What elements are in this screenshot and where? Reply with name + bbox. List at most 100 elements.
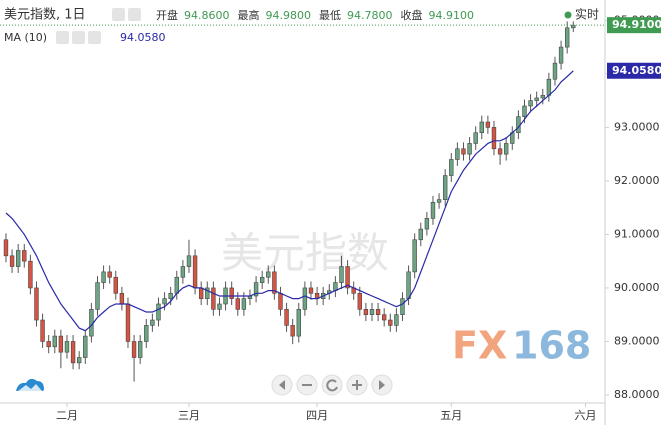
candle-body [339, 266, 344, 283]
candle-body [156, 303, 161, 321]
candle-body [473, 132, 478, 144]
candle-body [83, 335, 88, 358]
realtime-dot [564, 11, 572, 19]
last-price-box [607, 17, 661, 34]
candle-body [235, 298, 240, 310]
candle-body [381, 314, 387, 321]
icon-settings[interactable] [128, 8, 141, 21]
y-tick-label: 92.0000 [614, 174, 660, 187]
candle-body [406, 271, 411, 299]
reset-icon [326, 379, 338, 392]
candle-body [345, 266, 350, 289]
candle-body [205, 287, 210, 299]
candle-body [259, 276, 265, 283]
y-tick-label: 90.0000 [614, 281, 660, 294]
icon-settings[interactable] [72, 31, 85, 44]
candle-body [150, 319, 155, 326]
watermark: 美元指数 [221, 229, 389, 278]
header-icons [56, 8, 141, 44]
candle-body [9, 255, 15, 267]
candle-body [302, 287, 308, 310]
candle-body [40, 319, 45, 342]
x-tick-label: 三月 [178, 409, 200, 422]
ma-value-label: 94.0580 [612, 64, 662, 77]
candle-body [253, 282, 259, 297]
candle-body [174, 276, 179, 294]
stat-value: 94.7800 [347, 9, 393, 22]
candle-body [241, 298, 247, 310]
last-price-label: 94.9100 [612, 18, 662, 31]
candle-body [394, 314, 399, 326]
zoom-controls [271, 374, 393, 396]
candle-body [284, 309, 289, 326]
candle-body [58, 335, 64, 353]
candle-body [76, 357, 82, 364]
x-tick-label: 五月 [440, 409, 462, 422]
plot-area [3, 21, 576, 382]
arrow-left [279, 380, 285, 390]
candle-body [180, 266, 186, 278]
y-tick-label: 89.0000 [614, 334, 660, 347]
icon-close[interactable] [88, 31, 101, 44]
candle-body [198, 287, 204, 299]
candle-body [308, 287, 314, 294]
candle-body [52, 335, 57, 348]
candle-body [467, 143, 472, 155]
y-tick-label: 91.0000 [614, 227, 660, 240]
candle-body [266, 271, 271, 278]
candle-body [485, 121, 491, 128]
ma-legend-name: MA (10) [4, 31, 47, 44]
candle-body [3, 239, 9, 257]
candle-body [131, 341, 137, 358]
stat-value: 94.9100 [429, 9, 475, 22]
candle-body [363, 309, 369, 315]
ma-value-box [607, 62, 661, 79]
chart-title: 美元指数, 1日 [4, 8, 86, 23]
candle-body [449, 159, 454, 176]
arrow-right [379, 380, 385, 390]
candle-body [290, 325, 295, 337]
candle-body [119, 292, 125, 305]
logo-168: 168 [512, 324, 591, 368]
candle-body [534, 97, 539, 101]
candle-body [272, 271, 277, 294]
candle-body [278, 292, 283, 310]
candle-body [552, 62, 558, 80]
stat-label: 最低 [319, 9, 341, 22]
x-tick-label: 六月 [574, 409, 596, 422]
stat-label: 最高 [238, 8, 260, 22]
x-tick-label: 四月 [306, 409, 328, 422]
candle-body [107, 271, 112, 278]
candle-body [192, 255, 198, 289]
candle-body [125, 303, 131, 342]
reset-button[interactable] [321, 374, 343, 396]
ma-legend-value: 94.0580 [120, 31, 166, 44]
candle-body [22, 250, 27, 262]
candle-body [418, 228, 423, 241]
stat-label: 开盘 [156, 8, 178, 22]
icon-eye[interactable] [56, 31, 69, 44]
candle-body [229, 287, 234, 299]
logo-fx: FX [452, 324, 507, 368]
candle-body [497, 148, 503, 155]
icon-eye[interactable] [112, 8, 125, 21]
plus-icon [352, 380, 362, 390]
realtime-label: 实时 [575, 7, 599, 22]
candle-body [388, 319, 393, 326]
candle-body [412, 239, 417, 273]
candle-body [217, 303, 222, 310]
candle-body [461, 148, 466, 155]
candle-body [430, 202, 436, 219]
candle-body [540, 94, 545, 99]
minus-icon [302, 384, 312, 386]
candle-body [442, 175, 448, 200]
candle-body [162, 298, 167, 305]
candle-body [137, 341, 143, 358]
candle-body [503, 143, 509, 155]
stat-value: 94.8600 [184, 9, 230, 22]
candle-body [558, 46, 564, 64]
candle-body [400, 298, 405, 315]
ohlc-stats: 开盘 94.8600 最高 94.9800 最低 94.7800 收盘 94.9100 [156, 8, 474, 22]
candle-body [369, 309, 375, 315]
